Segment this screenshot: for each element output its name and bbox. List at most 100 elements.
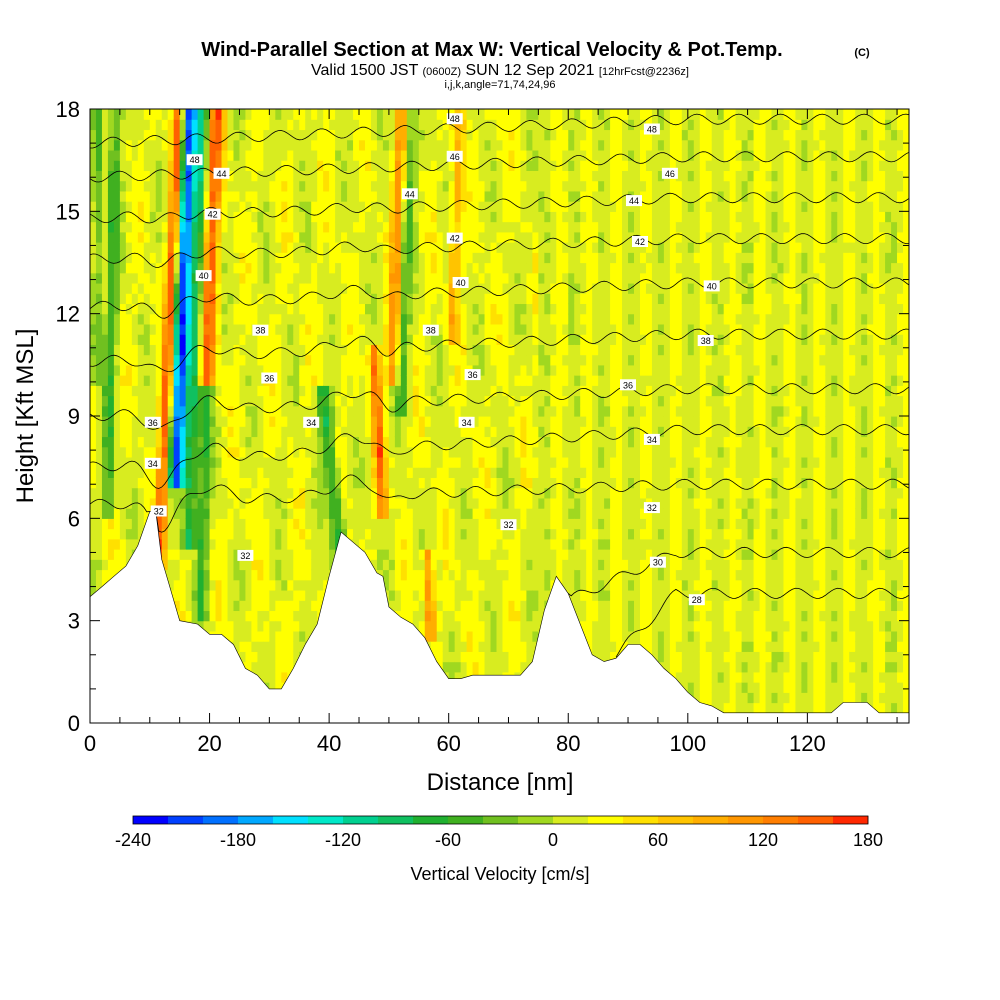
velocity-cell bbox=[418, 446, 426, 458]
velocity-cell bbox=[562, 282, 569, 294]
velocity-cell bbox=[400, 119, 408, 131]
velocity-cell bbox=[347, 508, 354, 519]
velocity-cell bbox=[233, 201, 241, 212]
velocity-cell bbox=[299, 129, 306, 141]
velocity-cell bbox=[245, 528, 253, 540]
velocity-cell bbox=[424, 334, 432, 345]
velocity-cell bbox=[239, 456, 247, 468]
velocity-cell bbox=[287, 119, 294, 131]
velocity-cell bbox=[101, 549, 109, 560]
velocity-cell bbox=[526, 518, 533, 530]
velocity-cell bbox=[251, 610, 258, 622]
velocity-cell bbox=[580, 446, 587, 458]
velocity-cell bbox=[251, 201, 258, 212]
velocity-cell bbox=[448, 364, 456, 376]
velocity-cell bbox=[550, 385, 557, 397]
velocity-cell bbox=[436, 446, 444, 458]
velocity-cell bbox=[131, 375, 139, 386]
velocity-cell bbox=[131, 170, 139, 182]
velocity-cell bbox=[191, 313, 199, 325]
velocity-cell bbox=[430, 129, 438, 141]
velocity-cell bbox=[131, 272, 139, 284]
velocity-cell bbox=[311, 375, 318, 386]
velocity-cell bbox=[388, 446, 396, 458]
velocity-cell bbox=[353, 528, 360, 540]
velocity-cell bbox=[556, 528, 563, 540]
velocity-cell bbox=[388, 293, 396, 305]
velocity-cell bbox=[167, 139, 175, 151]
velocity-cell bbox=[149, 190, 157, 202]
velocity-cell bbox=[257, 589, 264, 601]
velocity-cell bbox=[502, 282, 510, 294]
velocity-cell bbox=[317, 242, 324, 253]
velocity-cell bbox=[311, 272, 318, 284]
velocity-cell bbox=[107, 149, 115, 161]
velocity-cell bbox=[299, 344, 306, 356]
velocity-cell bbox=[424, 477, 432, 489]
velocity-cell bbox=[293, 231, 300, 243]
velocity-cell bbox=[215, 221, 223, 233]
velocity-cell bbox=[311, 262, 318, 274]
velocity-cell bbox=[550, 231, 557, 243]
velocity-cell bbox=[376, 395, 384, 407]
velocity-cell bbox=[257, 487, 264, 499]
velocity-cell bbox=[496, 221, 504, 233]
velocity-cell bbox=[287, 252, 294, 264]
velocity-cell bbox=[526, 426, 533, 438]
velocity-cell bbox=[257, 109, 264, 120]
velocity-cell bbox=[137, 323, 145, 335]
velocity-cell bbox=[113, 170, 121, 182]
velocity-cell bbox=[532, 630, 539, 642]
velocity-cell bbox=[514, 129, 522, 141]
velocity-cell bbox=[257, 139, 264, 151]
velocity-cell bbox=[227, 446, 235, 458]
velocity-cell bbox=[203, 364, 211, 376]
velocity-cell bbox=[281, 416, 288, 427]
velocity-cell bbox=[269, 272, 276, 284]
velocity-cell bbox=[466, 109, 474, 120]
velocity-cell bbox=[269, 293, 276, 305]
velocity-cell bbox=[538, 477, 545, 489]
velocity-cell bbox=[370, 170, 378, 182]
velocity-cell bbox=[424, 385, 432, 397]
velocity-cell bbox=[323, 149, 330, 161]
velocity-cell bbox=[568, 467, 575, 478]
velocity-cell bbox=[185, 231, 193, 243]
velocity-cell bbox=[412, 242, 420, 253]
velocity-cell bbox=[125, 518, 133, 530]
velocity-cell bbox=[293, 579, 300, 591]
velocity-cell bbox=[484, 139, 492, 151]
velocity-cell bbox=[406, 416, 414, 427]
velocity-cell bbox=[514, 651, 522, 663]
velocity-cell bbox=[209, 569, 217, 581]
velocity-cell bbox=[311, 600, 318, 612]
velocity-cell bbox=[460, 641, 468, 652]
velocity-cell bbox=[359, 538, 366, 550]
velocity-cell bbox=[454, 119, 462, 131]
velocity-cell bbox=[418, 323, 426, 335]
velocity-cell bbox=[215, 375, 223, 386]
velocity-cell bbox=[317, 589, 324, 601]
velocity-cell bbox=[227, 211, 235, 223]
velocity-cell bbox=[406, 569, 414, 581]
velocity-cell bbox=[305, 282, 312, 294]
velocity-cell bbox=[394, 538, 402, 550]
velocity-cell bbox=[101, 477, 109, 489]
velocity-cell bbox=[394, 559, 402, 571]
velocity-cell bbox=[143, 272, 151, 284]
velocity-cell bbox=[329, 139, 336, 151]
velocity-cell bbox=[412, 149, 420, 161]
velocity-cell bbox=[550, 323, 557, 335]
velocity-cell bbox=[263, 538, 270, 550]
velocity-cell bbox=[376, 385, 384, 397]
velocity-cell bbox=[317, 528, 324, 540]
velocity-cell bbox=[353, 313, 360, 325]
velocity-cell bbox=[484, 282, 492, 294]
velocity-cell bbox=[227, 201, 235, 212]
velocity-cell bbox=[335, 416, 342, 427]
velocity-cell bbox=[113, 416, 121, 427]
velocity-cell bbox=[119, 109, 127, 120]
velocity-cell bbox=[520, 426, 527, 438]
velocity-cell bbox=[293, 262, 300, 274]
velocity-cell bbox=[550, 416, 557, 427]
